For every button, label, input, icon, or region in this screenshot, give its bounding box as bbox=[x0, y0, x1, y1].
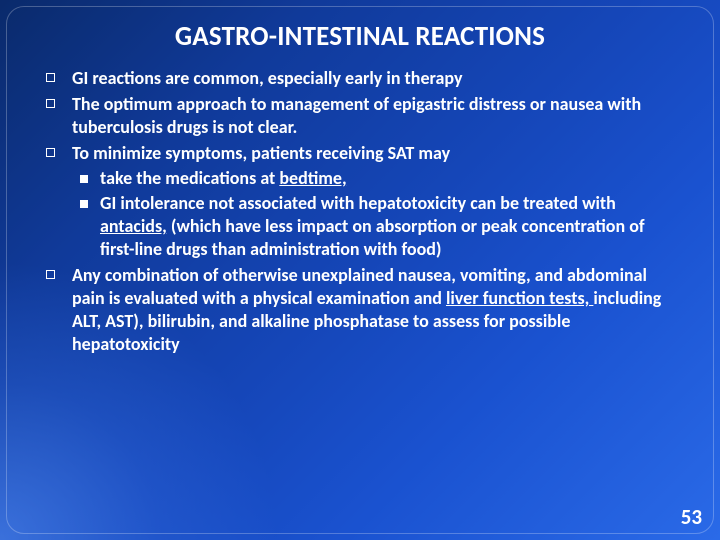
underlined-text: antacids, bbox=[100, 215, 167, 237]
underlined-text: liver function tests, bbox=[446, 287, 593, 309]
list-item: GI intolerance not associated with hepat… bbox=[72, 192, 682, 261]
sub-list: take the medications at bedtime, GI into… bbox=[72, 167, 682, 261]
list-item: take the medications at bedtime, bbox=[72, 167, 682, 190]
slide: GASTRO-INTESTINAL REACTIONS GI reactions… bbox=[0, 0, 720, 540]
underlined-text: bedtime, bbox=[279, 167, 346, 189]
bullet-text: The optimum approach to management of ep… bbox=[72, 93, 641, 138]
list-item: The optimum approach to management of ep… bbox=[38, 93, 682, 139]
list-item: Any combination of otherwise unexplained… bbox=[38, 264, 682, 356]
list-item: GI reactions are common, especially earl… bbox=[38, 67, 682, 90]
page-number: 53 bbox=[681, 504, 702, 530]
bullet-text: take the medications at bbox=[100, 167, 279, 189]
bullet-text: (which have less impact on absorption or… bbox=[100, 215, 645, 260]
bullet-text: To minimize symptoms, patients receiving… bbox=[72, 142, 450, 164]
bullet-list: GI reactions are common, especially earl… bbox=[38, 67, 682, 356]
slide-title: GASTRO-INTESTINAL REACTIONS bbox=[38, 20, 682, 53]
bullet-text: GI intolerance not associated with hepat… bbox=[100, 192, 616, 214]
bullet-text: GI reactions are common, especially earl… bbox=[72, 67, 463, 89]
list-item: To minimize symptoms, patients receiving… bbox=[38, 142, 682, 261]
